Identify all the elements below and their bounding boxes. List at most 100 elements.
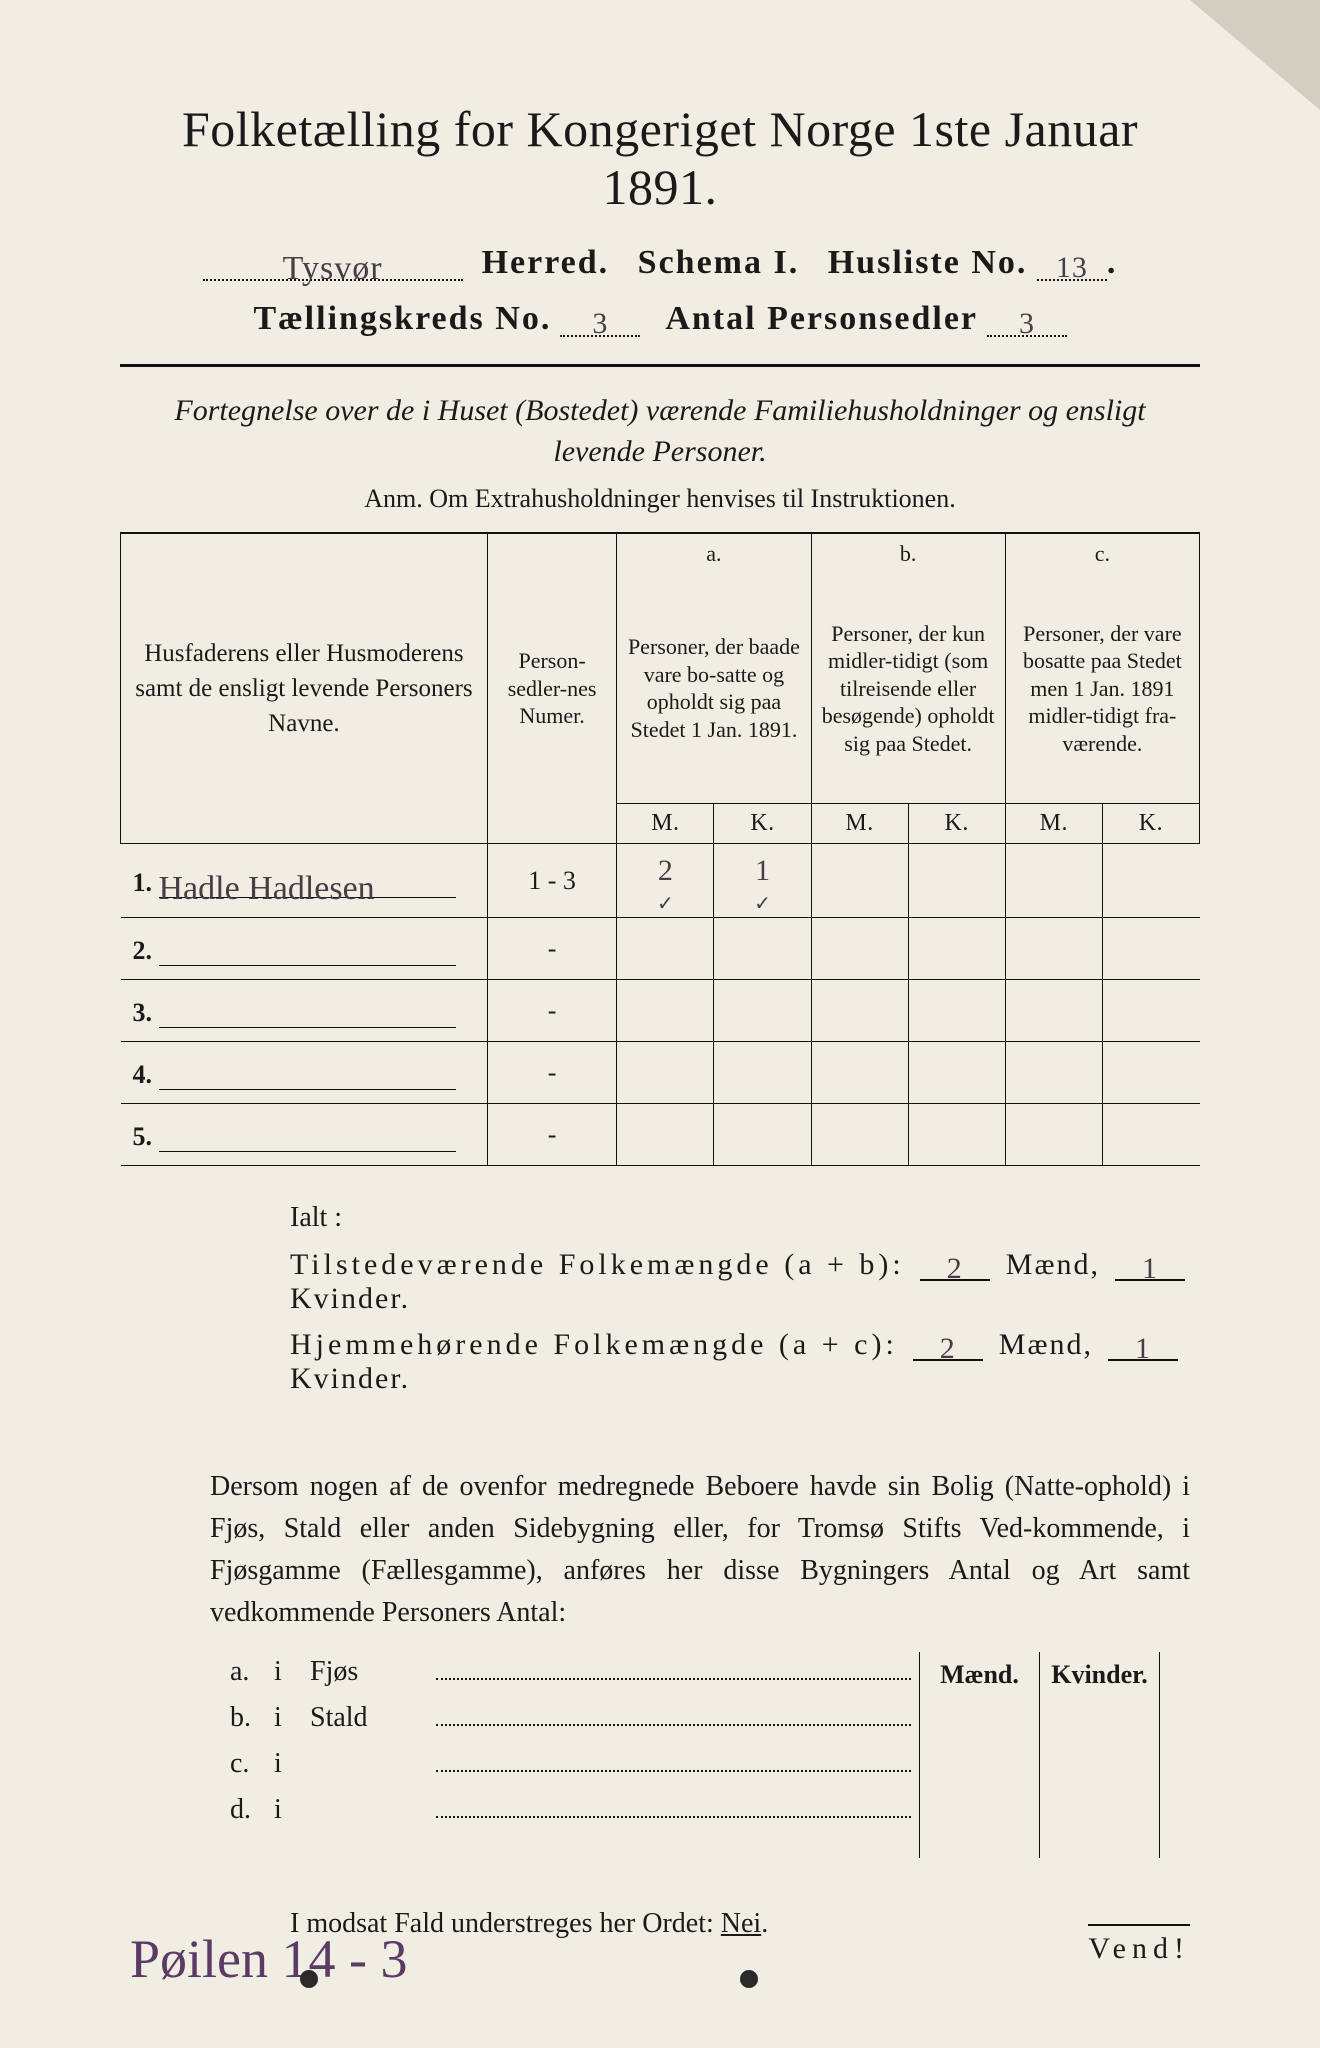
col-name-header: Husfaderens eller Husmoderens samt de en… xyxy=(121,533,488,844)
dots-fill xyxy=(436,1698,911,1726)
table-cell: - xyxy=(487,1104,616,1166)
dots-fill xyxy=(436,1744,911,1772)
kreds-handwriting: 3 xyxy=(592,307,607,340)
dots-fill xyxy=(436,1652,911,1680)
ialt-label: Ialt : xyxy=(290,1202,1200,1234)
building-paragraph: Dersom nogen af de ovenfor medregnede Be… xyxy=(210,1466,1190,1634)
bld-idx: b. xyxy=(230,1702,274,1734)
husliste-dot: . xyxy=(1107,244,1118,281)
table-cell xyxy=(1102,1042,1199,1104)
bld-idx: c. xyxy=(230,1748,274,1780)
bld-type: Fjøs xyxy=(310,1656,430,1688)
maend-label: Mænd, xyxy=(1006,1248,1100,1281)
table-cell xyxy=(1102,1104,1199,1166)
husliste-slot: 13 xyxy=(1037,244,1107,281)
bld-cell xyxy=(920,1818,1040,1858)
row-name-cell: 3. xyxy=(121,980,488,1042)
col-b-top: b. xyxy=(811,533,1005,574)
col-b-header: Personer, der kun midler-tidigt (som til… xyxy=(811,574,1005,804)
building-section: a.iFjøsb.iStaldc.id.i Mænd. Kvinder. xyxy=(230,1652,1160,1858)
table-cell xyxy=(617,1042,714,1104)
table-cell xyxy=(617,918,714,980)
name-slot xyxy=(159,1118,457,1152)
tilstede-label: Tilstedeværende Folkemængde (a + b): xyxy=(290,1248,905,1281)
subtitle-fortegnelse: Fortegnelse over de i Huset (Bostedet) v… xyxy=(160,391,1160,472)
totals-block: Ialt : Tilstedeværende Folkemængde (a + … xyxy=(290,1202,1200,1396)
table-cell xyxy=(1005,1104,1102,1166)
vend-label: Vend! xyxy=(1088,1924,1190,1966)
table-cell xyxy=(1102,980,1199,1042)
nei-line: I modsat Fald understreges her Ordet: Ne… xyxy=(290,1908,1200,1940)
maend-label-2: Mænd, xyxy=(999,1328,1093,1361)
tilstede-kvinder-slot: 1 xyxy=(1115,1248,1185,1281)
table-cell: 1 - 3 xyxy=(487,844,616,918)
col-c-header: Personer, der vare bosatte paa Stedet me… xyxy=(1005,574,1199,804)
building-row: c.i xyxy=(230,1744,911,1780)
bld-idx: a. xyxy=(230,1656,274,1688)
table-cell xyxy=(1102,844,1199,918)
census-form-page: Folketælling for Kongeriget Norge 1ste J… xyxy=(0,0,1320,2048)
col-a-m: M. xyxy=(617,804,714,844)
kvinder-label: Kvinder. xyxy=(290,1282,410,1315)
bld-cell xyxy=(920,1738,1040,1778)
col-a-k: K. xyxy=(714,804,811,844)
col-c-top: c. xyxy=(1005,533,1199,574)
name-slot xyxy=(159,994,457,1028)
bld-cell xyxy=(1040,1698,1160,1738)
herred-slot: Tysvør xyxy=(203,244,463,281)
bld-cell xyxy=(1040,1778,1160,1818)
table-row: 2. - xyxy=(121,918,1200,980)
table-cell: 1✓ xyxy=(714,844,811,918)
kreds-label: Tællingskreds No. xyxy=(253,300,551,337)
bld-cell xyxy=(1040,1738,1160,1778)
bld-i: i xyxy=(274,1794,310,1826)
husliste-label: Husliste No. xyxy=(828,244,1028,281)
table-cell: 2✓ xyxy=(617,844,714,918)
bld-idx: d. xyxy=(230,1794,274,1826)
name-slot: Hadle Hadlesen xyxy=(159,864,457,898)
footer-handwriting: Pøilen 14 - 3 xyxy=(130,1928,408,1990)
antal-handwriting: 3 xyxy=(1019,307,1034,340)
table-cell xyxy=(617,980,714,1042)
tilstede-line: Tilstedeværende Folkemængde (a + b): 2 M… xyxy=(290,1248,1200,1316)
table-cell xyxy=(811,844,908,918)
husliste-handwriting: 13 xyxy=(1056,251,1088,284)
bld-cell xyxy=(920,1778,1040,1818)
name-slot xyxy=(159,932,457,966)
hjemme-kvinder-slot: 1 xyxy=(1108,1328,1178,1361)
table-cell xyxy=(714,918,811,980)
building-row: d.i xyxy=(230,1790,911,1826)
table-cell xyxy=(811,1042,908,1104)
bld-type: Stald xyxy=(310,1702,430,1734)
nei-word: Nei xyxy=(721,1908,761,1939)
kreds-slot: 3 xyxy=(560,300,640,337)
schema-label: Schema I. xyxy=(638,244,800,281)
table-cell: - xyxy=(487,980,616,1042)
bld-i: i xyxy=(274,1656,310,1688)
header-line-2: Tysvør Herred. Schema I. Husliste No. 13… xyxy=(120,244,1200,282)
col-number-header: Person-sedler-nes Numer. xyxy=(487,533,616,844)
tilstede-maend-slot: 2 xyxy=(920,1248,990,1281)
table-cell xyxy=(908,844,1005,918)
bld-i: i xyxy=(274,1748,310,1780)
herred-label: Herred. xyxy=(482,244,610,281)
name-slot xyxy=(159,1056,457,1090)
table-cell: - xyxy=(487,1042,616,1104)
table-row: 1. Hadle Hadlesen1 - 32✓1✓ xyxy=(121,844,1200,918)
antal-slot: 3 xyxy=(987,300,1067,337)
table-cell xyxy=(1102,918,1199,980)
table-cell xyxy=(1005,918,1102,980)
table-cell xyxy=(811,1104,908,1166)
col-c-k: K. xyxy=(1102,804,1199,844)
table-cell xyxy=(908,1042,1005,1104)
table-cell xyxy=(908,918,1005,980)
punch-hole-icon xyxy=(300,1970,318,1988)
building-row: b.iStald xyxy=(230,1698,911,1734)
herred-handwriting: Tysvør xyxy=(283,250,383,287)
punch-hole-icon xyxy=(740,1970,758,1988)
row-name-cell: 5. xyxy=(121,1104,488,1166)
table-cell xyxy=(908,1104,1005,1166)
hjemme-maend-slot: 2 xyxy=(913,1328,983,1361)
building-rows: a.iFjøsb.iStaldc.id.i xyxy=(230,1652,911,1836)
header-line-3: Tællingskreds No. 3 Antal Personsedler 3 xyxy=(120,300,1200,338)
